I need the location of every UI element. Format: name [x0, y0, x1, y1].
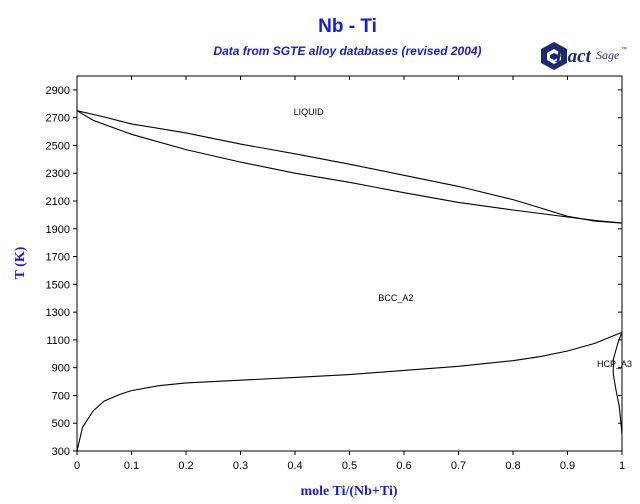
phase-boundary-line-4 [612, 332, 623, 435]
x-tick-label: 0.7 [451, 460, 466, 472]
y-tick-label: 1300 [46, 307, 70, 319]
y-tick-label: 1700 [46, 252, 70, 264]
region-label-liquid: LIQUID [294, 107, 325, 117]
x-axis-label: mole Ti/(Nb+Ti) [300, 484, 397, 499]
y-tick-label: 2700 [46, 113, 70, 125]
y-axis-label: T (K) [13, 246, 28, 279]
x-tick-label: 0.1 [124, 460, 139, 472]
x-tick-label: 0.4 [287, 460, 302, 472]
x-axis-ticks: 0 0.1 0.2 0.3 0.4 0.5 0.6 0.7 0.8 0.9 1 [74, 76, 625, 472]
y-tick-label: 1100 [46, 335, 70, 347]
y-tick-label: 2100 [46, 196, 70, 208]
region-label-hcp-a3: HCP_A3 [597, 359, 632, 369]
region-label-bcc-a2: BCC_A2 [378, 293, 413, 303]
y-tick-label: 2500 [46, 140, 70, 152]
y-tick-label: 700 [52, 390, 70, 402]
y-axis-ticks: 300 500 700 900 1100 1300 1500 1700 1900 2100 2300… [46, 85, 622, 458]
phase-boundary-line-1 [76, 110, 623, 224]
phase-region-labels: LIQUID BCC_A2 HCP_A3 [294, 107, 632, 369]
factsage-logo: Fact Sage ™ [541, 42, 627, 70]
y-tick-label: 300 [52, 446, 70, 458]
logo-text-fact: Fact [554, 46, 592, 67]
x-tick-label: 0.2 [178, 460, 193, 472]
x-tick-label: 1 [619, 460, 625, 472]
y-tick-label: 500 [52, 418, 70, 430]
x-tick-label: 0.8 [505, 460, 520, 472]
y-tick-label: 2300 [46, 168, 70, 180]
y-tick-label: 1900 [46, 224, 70, 236]
logo-text-sage: Sage [596, 48, 620, 62]
x-tick-label: 0.6 [396, 460, 411, 472]
phase-boundary-line-2 [76, 110, 623, 224]
plot-frame [76, 75, 623, 452]
y-tick-label: 2900 [46, 85, 70, 97]
x-tick-label: 0 [74, 460, 80, 472]
y-tick-label: 900 [52, 363, 70, 375]
logo-mark-icon [541, 42, 567, 70]
x-tick-label: 0.3 [233, 460, 248, 472]
phase-boundary-line-3 [76, 331, 623, 452]
logo-tm: ™ [621, 46, 627, 53]
y-tick-label: 1500 [46, 279, 70, 291]
phase-boundaries [76, 110, 623, 452]
chart-subtitle: Data from SGTE alloy databases (revised … [213, 44, 482, 58]
x-tick-label: 0.9 [560, 460, 575, 472]
chart-title: Nb - Ti [318, 16, 377, 37]
x-tick-label: 0.5 [342, 460, 357, 472]
